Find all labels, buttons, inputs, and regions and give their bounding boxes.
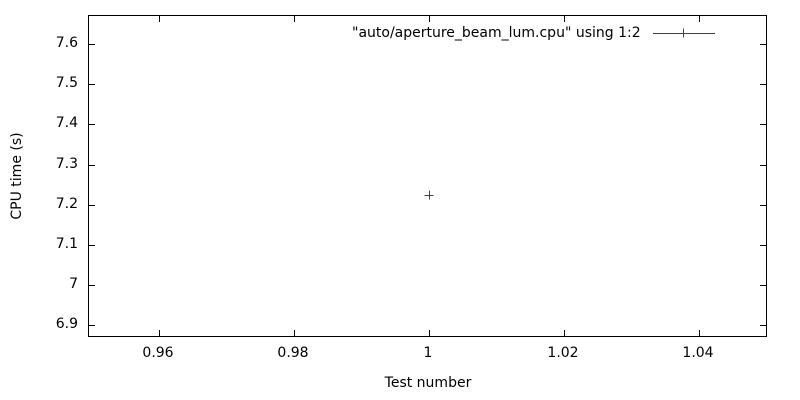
y-tick-mark-right — [760, 325, 766, 326]
x-tick-label: 0.96 — [142, 345, 174, 361]
y-tick-mark-right — [760, 205, 766, 206]
x-axis-title: Test number — [384, 375, 472, 391]
legend-cross-icon — [679, 29, 688, 38]
legend: "auto/aperture_beam_lum.cpu" using 1:2 — [352, 26, 715, 40]
y-tick-mark-right — [760, 245, 766, 246]
x-tick-mark — [429, 330, 430, 336]
y-tick-label: 7 — [69, 276, 78, 292]
x-tick-mark — [159, 330, 160, 336]
y-tick-label: 7.5 — [55, 75, 78, 91]
y-tick-mark — [89, 285, 95, 286]
y-axis-title: CPU time (s) — [9, 132, 25, 220]
x-tick-mark — [699, 330, 700, 336]
x-tick-mark-top — [294, 16, 295, 22]
legend-sample-line — [652, 26, 715, 40]
y-tick-mark — [89, 84, 95, 85]
y-tick-label: 7.1 — [55, 236, 78, 252]
y-tick-mark — [89, 245, 95, 246]
y-tick-label: 7.3 — [55, 156, 78, 172]
x-tick-mark-top — [699, 16, 700, 22]
y-tick-mark — [89, 205, 95, 206]
x-tick-label: 0.98 — [277, 345, 309, 361]
data-point-marker — [425, 191, 434, 200]
legend-entry-label: "auto/aperture_beam_lum.cpu" using 1:2 — [352, 25, 641, 41]
x-tick-mark — [294, 330, 295, 336]
x-tick-mark — [564, 330, 565, 336]
plot-area — [88, 15, 767, 337]
y-tick-mark-right — [760, 84, 766, 85]
y-tick-mark-right — [760, 165, 766, 166]
y-tick-label: 6.9 — [55, 316, 78, 332]
x-tick-mark-top — [159, 16, 160, 22]
x-tick-label: 1.02 — [547, 345, 579, 361]
x-tick-label: 1 — [423, 345, 433, 361]
x-tick-mark-top — [564, 16, 565, 22]
y-tick-mark — [89, 325, 95, 326]
y-tick-mark — [89, 44, 95, 45]
y-tick-mark-right — [760, 44, 766, 45]
y-tick-label: 7.6 — [55, 35, 78, 51]
y-tick-mark-right — [760, 285, 766, 286]
y-tick-mark — [89, 124, 95, 125]
x-tick-mark-top — [429, 16, 430, 22]
y-tick-mark-right — [760, 124, 766, 125]
y-tick-mark — [89, 165, 95, 166]
x-tick-label: 1.04 — [682, 345, 714, 361]
y-tick-label: 7.2 — [55, 196, 78, 212]
y-tick-label: 7.4 — [55, 115, 78, 131]
